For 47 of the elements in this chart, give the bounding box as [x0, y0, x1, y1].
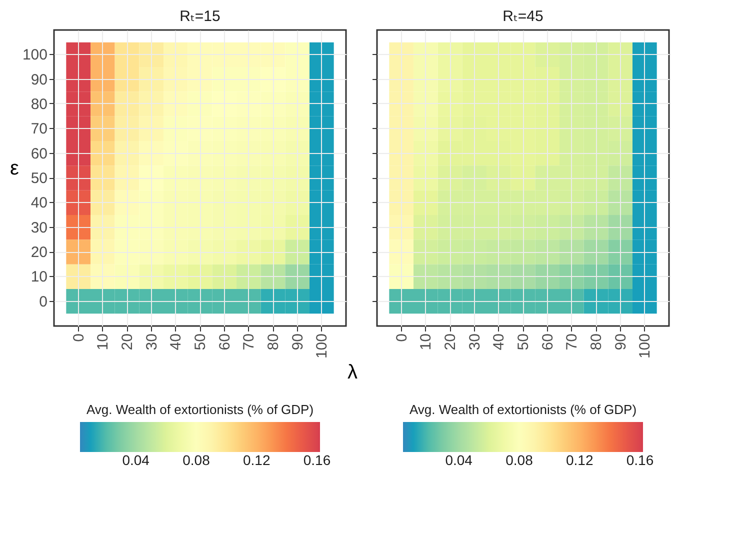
y-tick-label: 0 — [39, 293, 48, 310]
color-bar-label: 0.12 — [242, 452, 270, 468]
x-tick-label: 60 — [216, 334, 234, 350]
color-bar-label: 0.12 — [566, 452, 594, 468]
color-bar-label: 0.16 — [626, 452, 654, 468]
x-tick-label: 70 — [564, 334, 581, 350]
y-tick-label: 80 — [30, 96, 48, 113]
y-tick-label: 60 — [30, 145, 48, 162]
color-bar-label: 0.16 — [303, 452, 331, 468]
x-tick-label: 30 — [143, 334, 160, 350]
y-axis-title: ε — [10, 158, 20, 180]
x-tick-label: 60 — [539, 334, 556, 350]
x-tick-label: 80 — [265, 334, 282, 350]
x-tick-label: 10 — [94, 334, 112, 350]
chart-title: Rₜ=45 — [502, 8, 544, 25]
x-tick-label: 40 — [490, 334, 508, 350]
x-tick-label: 50 — [192, 334, 209, 350]
y-tick-label: 100 — [22, 46, 48, 64]
y-tick-label: 30 — [30, 219, 48, 236]
x-tick-label: 40 — [168, 334, 185, 350]
y-tick-label: 10 — [30, 268, 48, 286]
color-bar-title: Avg. Wealth of extortionists (% of GDP) — [86, 402, 314, 417]
color-bar-label: 0.08 — [182, 452, 210, 468]
y-tick-label: 50 — [30, 170, 48, 187]
y-tick-label: 40 — [30, 194, 48, 212]
x-axis-title: λ — [348, 362, 358, 384]
x-tick-label: 100 — [636, 334, 654, 359]
y-tick-label: 90 — [30, 71, 48, 88]
x-tick-label: 70 — [240, 334, 258, 350]
x-tick-label: 0 — [70, 334, 88, 342]
x-tick-label: 100 — [314, 334, 331, 359]
x-tick-label: 20 — [119, 334, 136, 350]
x-tick-label: 0 — [393, 334, 410, 342]
x-tick-label: 80 — [588, 334, 605, 350]
x-tick-label: 10 — [418, 334, 435, 350]
x-tick-label: 50 — [515, 334, 532, 350]
color-bar-label: 0.04 — [122, 452, 150, 468]
x-tick-label: 20 — [442, 334, 459, 350]
x-tick-label: 90 — [289, 334, 306, 350]
color-bar-label: 0.04 — [445, 452, 473, 468]
x-tick-label: 90 — [612, 334, 630, 350]
color-bar-title: Avg. Wealth of extortionists (% of GDP) — [409, 402, 637, 417]
chart-title: Rₜ=15 — [180, 8, 220, 25]
color-bar-label: 0.08 — [506, 452, 534, 468]
y-tick-label: 70 — [30, 120, 48, 138]
x-tick-label: 30 — [466, 334, 484, 350]
y-tick-label: 20 — [30, 244, 48, 261]
